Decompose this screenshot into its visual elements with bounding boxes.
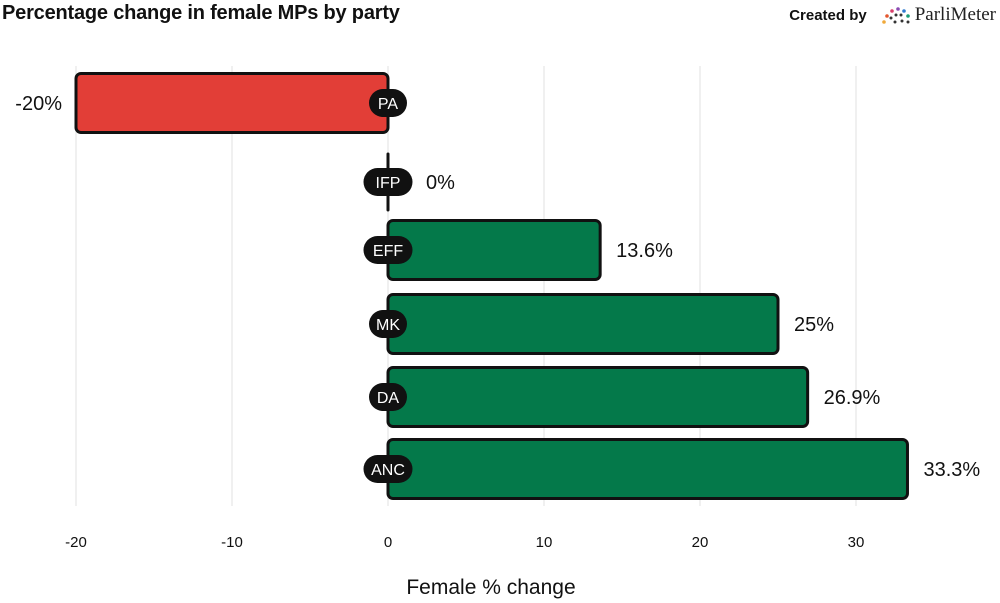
credit-prefix: Created by [789, 6, 867, 24]
bar-da [386, 366, 810, 428]
category-label: DA [377, 390, 400, 407]
value-label: 26.9% [824, 387, 881, 409]
value-label: -20% [15, 93, 62, 115]
brand-name: ParliMeter [914, 4, 996, 25]
category-label: EFF [373, 243, 403, 260]
bar-anc [386, 438, 909, 500]
value-label: 33.3% [923, 459, 980, 481]
bars [74, 72, 909, 500]
category-label: MK [376, 317, 400, 334]
category-pill [369, 89, 407, 117]
value-label: 13.6% [616, 240, 673, 262]
category-pill [363, 168, 413, 196]
category-label: IFP [376, 175, 401, 192]
bar-mk [386, 293, 780, 355]
x-axis: -20 -10 0 10 20 30 Female % change [65, 534, 864, 599]
value-label: 0% [426, 172, 455, 194]
category-label: PA [378, 96, 398, 113]
dotted-arc-logo-icon [881, 7, 910, 24]
x-tick-label: 10 [536, 534, 553, 551]
labels: PA -20% IFP 0% EFF 13.6% MK 25% DA 26.9% ANC 33.3% [15, 89, 980, 483]
value-label: 25% [794, 314, 834, 336]
x-tick-label: -10 [221, 534, 243, 551]
bar-eff [386, 219, 602, 281]
x-tick-label: 0 [384, 534, 392, 551]
bar-pa [74, 72, 390, 134]
chart-title: Percentage change in female MPs by party [2, 2, 400, 24]
category-pill [363, 455, 413, 483]
category-label: ANC [371, 462, 405, 479]
x-tick-label: 30 [848, 534, 865, 551]
x-tick-label: 20 [692, 534, 709, 551]
category-pill [369, 383, 407, 411]
category-pill [363, 236, 413, 264]
category-pill [369, 310, 407, 338]
credit: Created by ParliMeter [789, 4, 996, 26]
x-tick-label: -20 [65, 534, 87, 551]
x-axis-title: Female % change [406, 576, 575, 599]
gridlines [75, 66, 857, 506]
